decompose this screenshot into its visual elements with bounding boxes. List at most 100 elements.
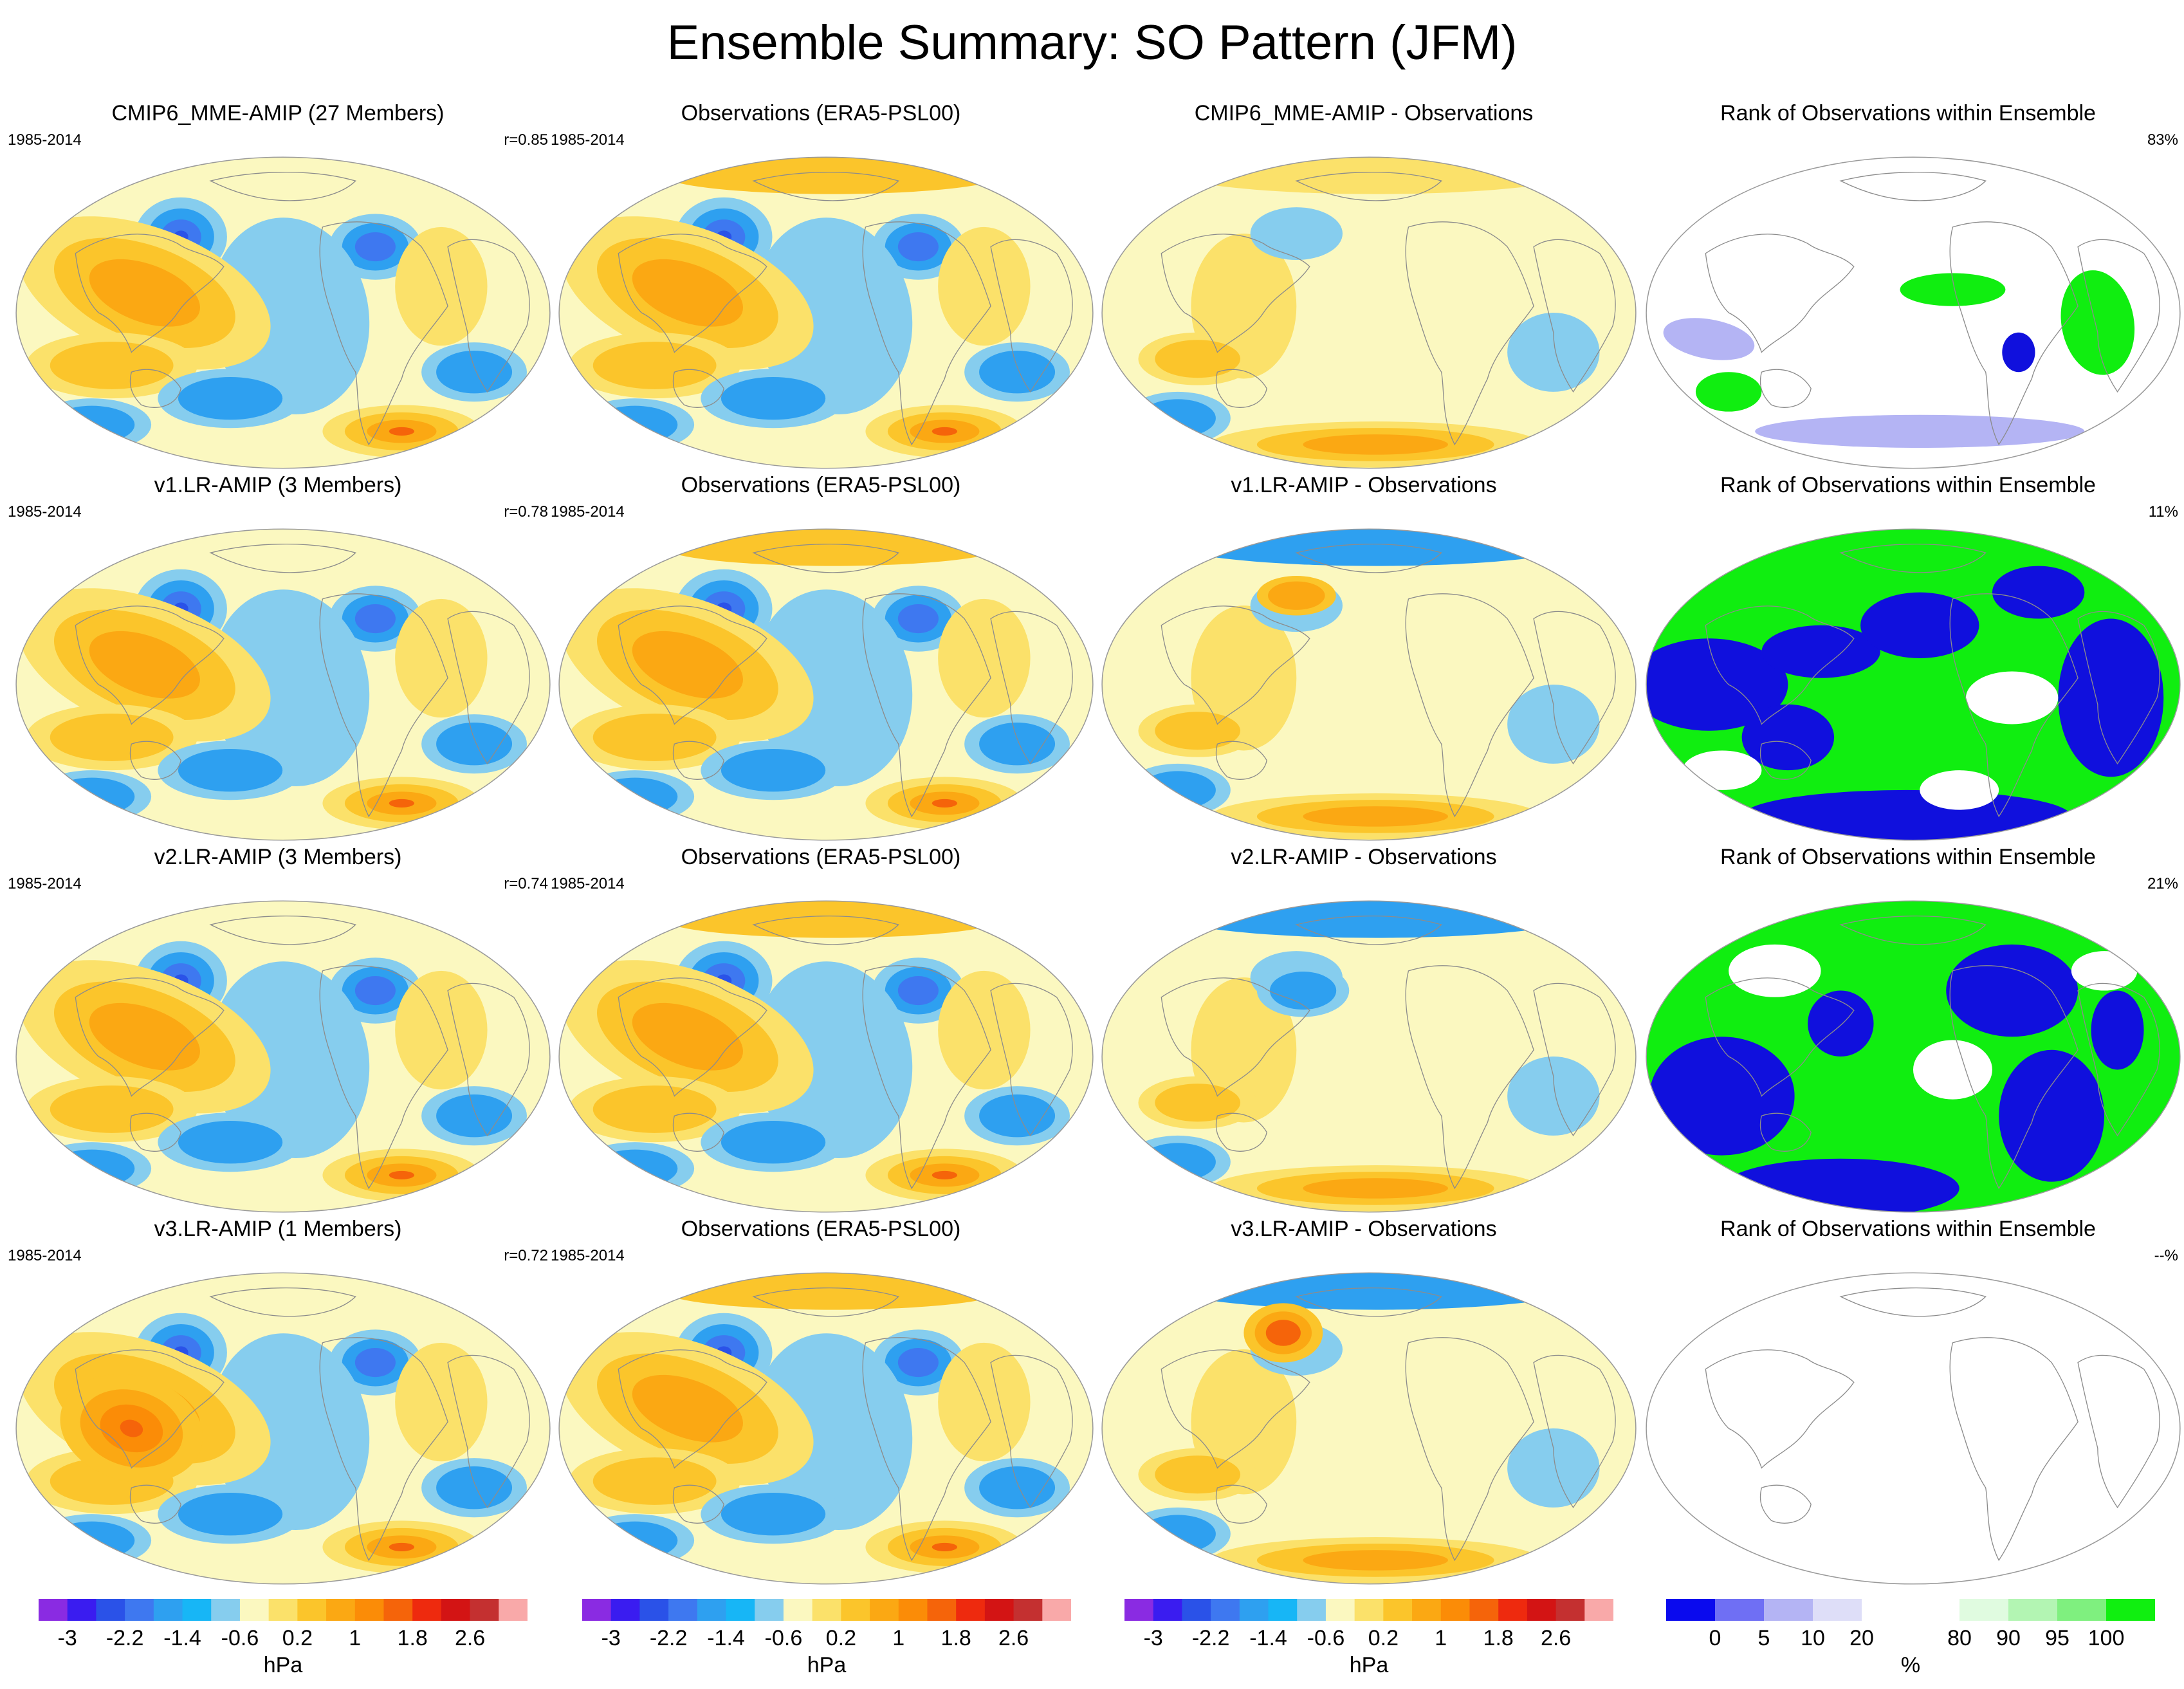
panel-title: v2.LR-AMIP - Observations [1231,845,1497,869]
coastline [752,915,899,945]
colorbar-swatch [755,1599,784,1621]
colorbar-swatch [582,1599,612,1621]
field-contour [49,777,135,816]
coastline [618,605,767,725]
coastline [1215,1484,1267,1524]
field-contour [389,1170,415,1179]
coastline [1405,1337,1534,1562]
field-contour [632,1374,743,1443]
colorbar-tick-label: -2.2 [1191,1626,1230,1650]
map-outline [1646,1272,2181,1585]
field-contour [1268,581,1325,610]
coastline [672,369,724,408]
colorbar-swatch [812,1599,841,1621]
panel-period: 1985-2014 [551,503,625,521]
map-panel: Rank of Observations within Ensemble 21% [1638,844,2181,1213]
field-contour [50,342,174,389]
colorbar-model: -3 -2.2 -1.4 -0.6 0.2 1 1.8 2.6 hPa [39,1599,528,1683]
coastline [1839,1287,1987,1317]
colorbar-swatch [1297,1599,1326,1621]
map-panel: CMIP6_MME-AMIP (27 Members) 1985-2014 r=0.… [8,100,551,469]
coastline [1949,965,2078,1190]
colorbar-swatch [1325,1599,1355,1621]
coastline [1759,369,1812,408]
map-field [16,529,550,840]
field-contour [753,217,913,414]
panel-title: v1.LR-AMIP (3 Members) [154,473,402,497]
coastline [1949,221,2078,446]
panel-statistic: r=0.85 [504,131,548,149]
colorbar-swatch [610,1599,640,1621]
colorbar-tick-label: 1 [892,1626,905,1650]
panel-title: v3.LR-AMIP (1 Members) [154,1217,402,1241]
coastline [1215,741,1267,780]
field-contour [2058,618,2164,777]
map-panel: v3.LR-AMIP - Observations [1094,1216,1637,1585]
coastline [1215,1112,1267,1152]
colorbar-swatch [1239,1599,1269,1621]
colorbar-swatch [783,1599,813,1621]
coastline [672,1484,724,1524]
colorbar-swatch [1182,1599,1211,1621]
map-panel: Observations (ERA5-PSL00) 1985-2014 [551,844,1094,1213]
colorbar-tick-label: -1.4 [163,1626,201,1650]
colorbar-swatch [1412,1599,1442,1621]
map-panel: v3.LR-AMIP (1 Members) 1985-2014 r=0.72 [8,1216,551,1585]
field-contour [89,631,200,699]
colorbar-tick-label: -3 [57,1626,77,1650]
colorbar-swatch [1813,1599,1862,1621]
panel-period: 1985-2014 [8,503,82,521]
field-contour [1900,273,2006,306]
map-field [559,157,1093,468]
colorbar-swatch [297,1599,327,1621]
field-contour [1761,625,1880,678]
panel-period: 1985-2014 [551,875,625,892]
coastline [1533,239,1616,393]
colorbar-swatch [268,1599,298,1621]
map-field [1102,157,1636,468]
panel-statistic: 21% [2147,875,2178,892]
colorbar-swatch [39,1599,68,1621]
panel-title: CMIP6_MME-AMIP (27 Members) [111,101,445,125]
map-field [1646,157,2180,468]
coastline [1839,543,1987,573]
colorbar-tick-label: -1.4 [1249,1626,1287,1650]
field-contour [1507,313,1600,392]
map-panel: v1.LR-AMIP - Observations [1094,472,1637,841]
figure-title: Ensemble Summary: SO Pattern (JFM) [666,15,1518,70]
panel-title: v1.LR-AMIP - Observations [1231,473,1497,497]
field-contour [592,714,717,761]
world-map [1101,1272,1637,1585]
map-outline [15,1272,551,1585]
field-contour [1507,685,1600,764]
field-contour [1729,944,1821,997]
field-contour [1695,372,1762,412]
colorbar-swatch [1862,1599,1911,1621]
panel-title: Rank of Observations within Ensemble [1720,473,2096,497]
colorbar-tick-label: 20 [1849,1626,1874,1650]
field-contour [897,1348,939,1378]
field-contour [931,1542,958,1551]
field-contour [2091,990,2144,1070]
coastline [862,221,991,446]
panel-period: 1985-2014 [8,875,82,892]
colorbar-tick-label: -2.2 [649,1626,688,1650]
colorbar-tick-label: 95 [2045,1626,2069,1650]
coastline [1759,741,1812,780]
field-contour [632,631,743,699]
colorbar-swatch [1042,1599,1071,1621]
colorbar-tick-label: -1.4 [707,1626,745,1650]
world-map [1646,528,2181,841]
world-map [1101,900,1637,1213]
coastline [1161,605,1310,725]
field-contour [1507,1057,1600,1136]
world-map [15,1272,551,1585]
world-map [558,528,1094,841]
field-contour [2071,951,2138,991]
colorbar-swatch [67,1599,96,1621]
map-panel: v2.LR-AMIP (3 Members) 1985-2014 r=0.74 [8,844,551,1213]
colorbar-tick-label: 1 [1435,1626,1447,1650]
coastline [752,543,899,573]
field-contour [2002,332,2035,373]
field-contour [1155,1084,1241,1122]
